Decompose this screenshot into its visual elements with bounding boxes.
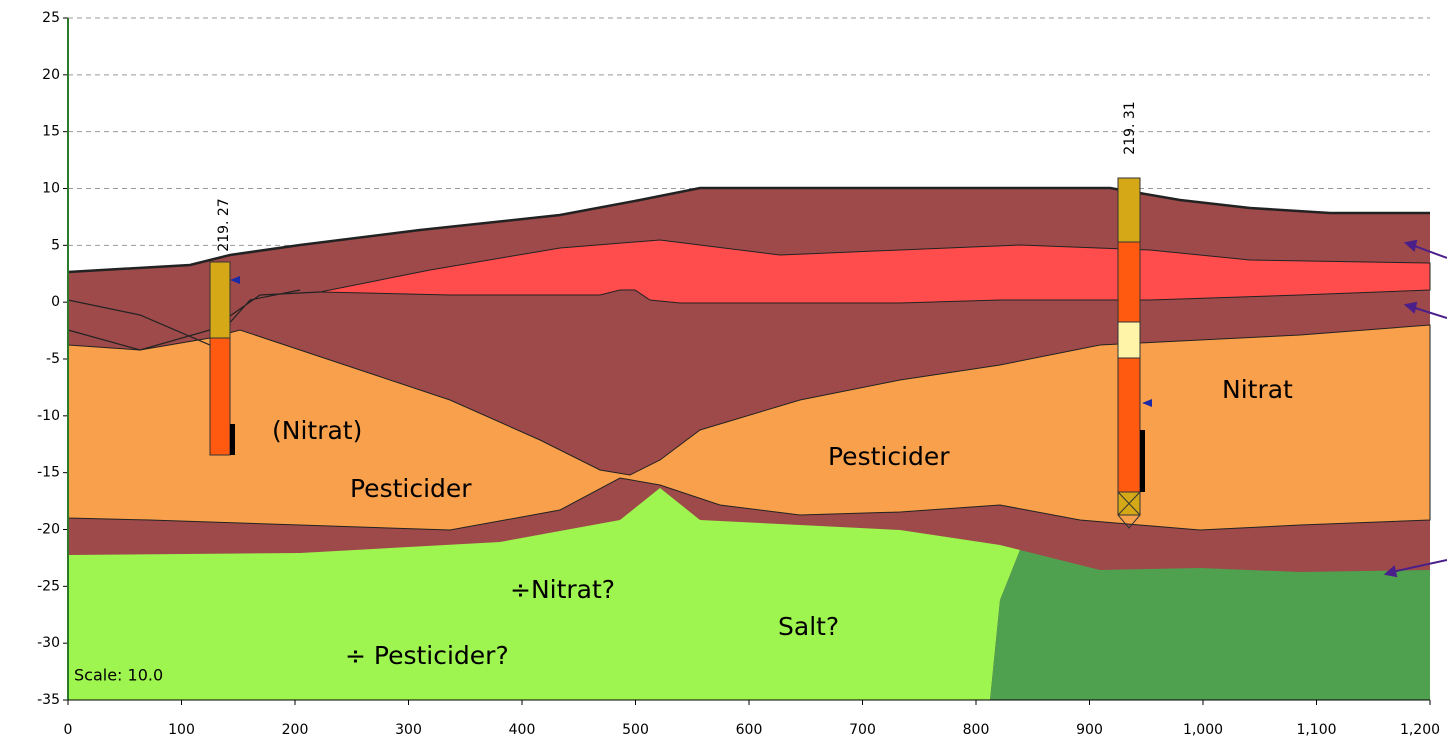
x-tick-label: 400 bbox=[509, 722, 536, 738]
y-tick-label: -15 bbox=[37, 465, 60, 481]
x-tick-label: 100 bbox=[168, 722, 195, 738]
y-tick-label: -20 bbox=[37, 522, 60, 538]
well-label: 219. 27 bbox=[216, 198, 232, 251]
y-tick-label: 20 bbox=[42, 67, 60, 83]
y-tick-label: -30 bbox=[37, 635, 60, 651]
x-tick-label: 900 bbox=[1076, 722, 1103, 738]
annotation: Pesticider bbox=[350, 474, 472, 503]
x-tick-label: 800 bbox=[963, 722, 990, 738]
x-tick-label: 1,200 bbox=[1400, 722, 1440, 738]
y-tick-label: -10 bbox=[37, 408, 60, 424]
annotation: ÷Nitrat? bbox=[510, 575, 615, 604]
x-tick-label: 1,000 bbox=[1183, 722, 1223, 738]
annotation: Nitrat bbox=[1222, 375, 1293, 404]
y-tick-label: 5 bbox=[51, 237, 60, 253]
y-tick-label: -5 bbox=[46, 351, 60, 367]
annotation: ÷ Pesticider? bbox=[345, 641, 509, 670]
well-label: 219. 31 bbox=[1122, 101, 1138, 154]
annotation: (Nitrat) bbox=[272, 416, 362, 445]
x-tick-label: 1,100 bbox=[1296, 722, 1336, 738]
y-tick-label: 15 bbox=[42, 124, 60, 140]
y-tick-label: -25 bbox=[37, 578, 60, 594]
annotation: Pesticider bbox=[828, 442, 950, 471]
annotation: Salt? bbox=[778, 612, 839, 641]
x-tick-label: 0 bbox=[64, 722, 73, 738]
y-tick-label: -35 bbox=[37, 692, 60, 708]
x-tick-label: 600 bbox=[736, 722, 763, 738]
x-tick-label: 700 bbox=[849, 722, 876, 738]
x-tick-label: 500 bbox=[622, 722, 649, 738]
cross-section: 219. 27 219. 31 (Nitrat) Pesticider Pest… bbox=[0, 0, 1447, 742]
dark-green-layer bbox=[990, 550, 1430, 700]
y-tick-label: 10 bbox=[42, 181, 60, 197]
scale-label: Scale: 10.0 bbox=[74, 666, 163, 685]
x-tick-label: 200 bbox=[282, 722, 309, 738]
y-tick-label: 0 bbox=[51, 294, 60, 310]
x-tick-label: 300 bbox=[395, 722, 422, 738]
y-tick-label: 25 bbox=[42, 10, 60, 26]
